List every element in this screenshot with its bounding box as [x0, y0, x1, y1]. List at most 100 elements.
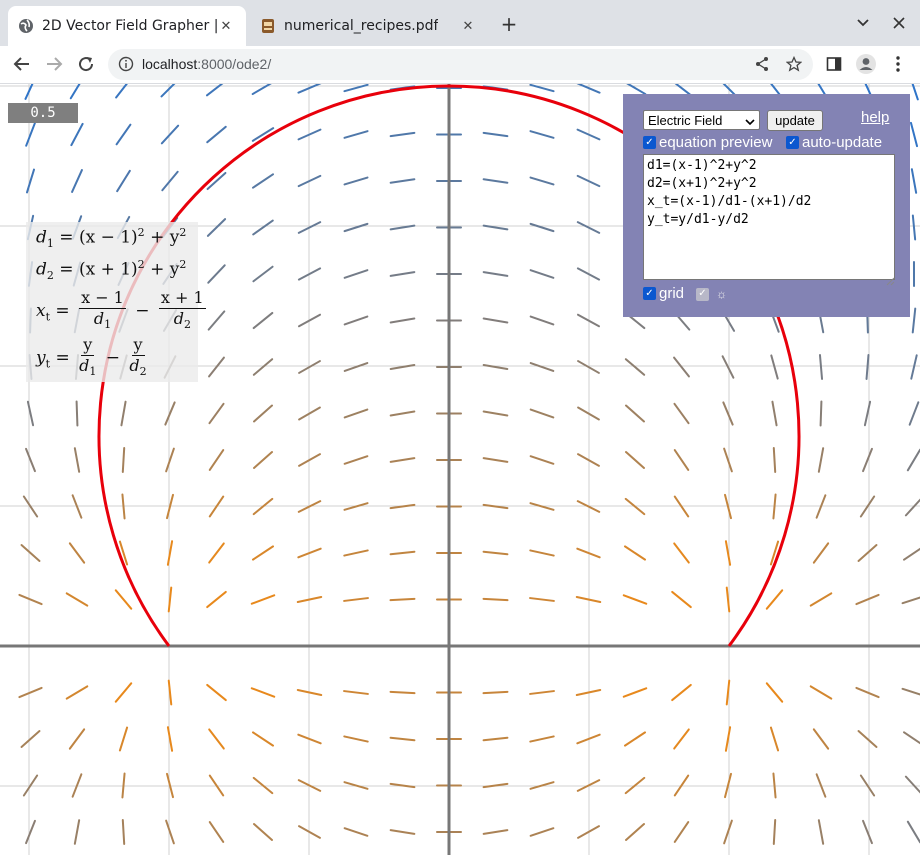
field-vector [903, 547, 920, 561]
field-vector [389, 364, 416, 370]
tab-vector-field[interactable]: 2D Vector Field Grapher | ✕ [8, 6, 246, 46]
field-vector [251, 127, 275, 142]
help-link[interactable]: help [861, 109, 890, 126]
field-vector [68, 542, 86, 564]
field-vector [389, 178, 416, 184]
eq-fraction: y d2 [129, 335, 146, 382]
field-vector [167, 586, 173, 613]
preset-select[interactable]: Electric Field [643, 110, 760, 130]
field-vector [22, 495, 39, 518]
eq-sub: 2 [183, 318, 191, 332]
reload-button[interactable] [72, 50, 100, 78]
field-vector [865, 354, 870, 380]
tab-numerical-recipes[interactable]: numerical_recipes.pdf ✕ [250, 6, 488, 46]
field-vector [809, 685, 833, 700]
field-vector [482, 131, 509, 138]
field-vector [818, 354, 824, 380]
field-vector [121, 493, 126, 520]
update-button[interactable]: update [767, 110, 823, 131]
eq-sub: 2 [139, 365, 147, 379]
field-vector [911, 84, 919, 101]
preset-value: Electric Field [648, 112, 723, 128]
equations-textarea[interactable]: d1=(x-1)^2+y^2 d2=(x+1)^2+y^2 x_t=(x-1)/… [643, 154, 895, 280]
field-vector [25, 122, 36, 147]
field-vector [673, 402, 690, 425]
field-vector [298, 406, 321, 421]
field-vector [482, 597, 509, 602]
auto-update-checkbox[interactable]: ✓ auto-update [786, 134, 882, 151]
profile-avatar-icon[interactable] [852, 50, 880, 78]
globe-icon [18, 18, 34, 34]
field-vector [529, 408, 555, 419]
new-tab-button[interactable]: + [500, 12, 518, 36]
field-vector [298, 825, 321, 839]
field-vector [576, 733, 601, 745]
field-vector [389, 829, 416, 835]
back-button[interactable] [8, 50, 36, 78]
scale-indicator[interactable]: 0.5 [8, 103, 78, 123]
close-tab-icon[interactable]: ✕ [462, 18, 474, 34]
tab-search-icon[interactable] [851, 11, 875, 35]
field-vector [343, 408, 369, 419]
field-vector [625, 451, 645, 469]
resize-handle-icon[interactable] [886, 271, 895, 286]
browser-toolbar: localhost:8000/ode2/ [0, 46, 920, 84]
field-vector [772, 493, 777, 520]
field-vector [121, 447, 126, 473]
close-window-icon[interactable] [887, 11, 911, 35]
field-vector [208, 542, 225, 564]
field-vector [343, 502, 369, 511]
field-vector [251, 84, 272, 96]
forward-button[interactable] [40, 50, 68, 78]
field-vector [529, 455, 555, 465]
field-vector [343, 176, 369, 186]
field-vector [771, 400, 778, 427]
field-vector [160, 84, 176, 98]
grid-checkbox[interactable]: ✓ grid [643, 285, 684, 302]
checkbox-label: auto-update [802, 134, 883, 151]
field-vector [911, 214, 917, 241]
field-vector [389, 597, 416, 602]
vector-field-canvas[interactable] [0, 84, 920, 855]
side-panel-icon[interactable] [820, 50, 848, 78]
field-vector [901, 687, 920, 696]
field-vector [722, 84, 738, 98]
field-vector [251, 731, 275, 747]
site-info-icon[interactable] [116, 54, 136, 74]
field-vector [482, 550, 509, 556]
field-vector [206, 590, 227, 609]
field-vector [723, 819, 733, 845]
address-bar[interactable]: localhost:8000/ode2/ [108, 49, 813, 80]
field-vector [772, 819, 777, 845]
field-vector [208, 774, 225, 797]
eq-sub: t [45, 357, 51, 371]
field-vector [389, 131, 416, 138]
field-vector [252, 219, 274, 236]
menu-kebab-icon[interactable] [884, 50, 912, 78]
theme-checkbox[interactable]: ✓ ☼ [696, 287, 727, 301]
equation-preview-checkbox[interactable]: ✓ equation preview [643, 134, 772, 151]
eq-symbol: d [79, 356, 90, 375]
url-path: :8000/ode2/ [197, 56, 272, 72]
field-vector [577, 825, 600, 839]
field-vector [251, 545, 275, 561]
field-vector [389, 224, 416, 231]
field-vector [297, 313, 322, 328]
field-vector [482, 736, 509, 742]
field-vector [26, 400, 35, 427]
eq-symbol: d [93, 309, 105, 328]
eq-symbol: d [36, 259, 47, 280]
field-vector [389, 736, 416, 742]
field-vector [208, 728, 225, 750]
eq-numerator: y [131, 335, 145, 356]
eq-sub: 1 [104, 318, 112, 332]
field-vector [73, 819, 81, 845]
field-vector [576, 267, 601, 281]
eq-symbol: d [173, 309, 184, 328]
close-tab-icon[interactable]: ✕ [220, 18, 232, 34]
field-vector [166, 540, 174, 566]
bookmark-star-icon[interactable] [784, 54, 804, 74]
field-vector [723, 447, 733, 473]
share-icon[interactable] [752, 54, 772, 74]
field-vector [576, 128, 601, 141]
